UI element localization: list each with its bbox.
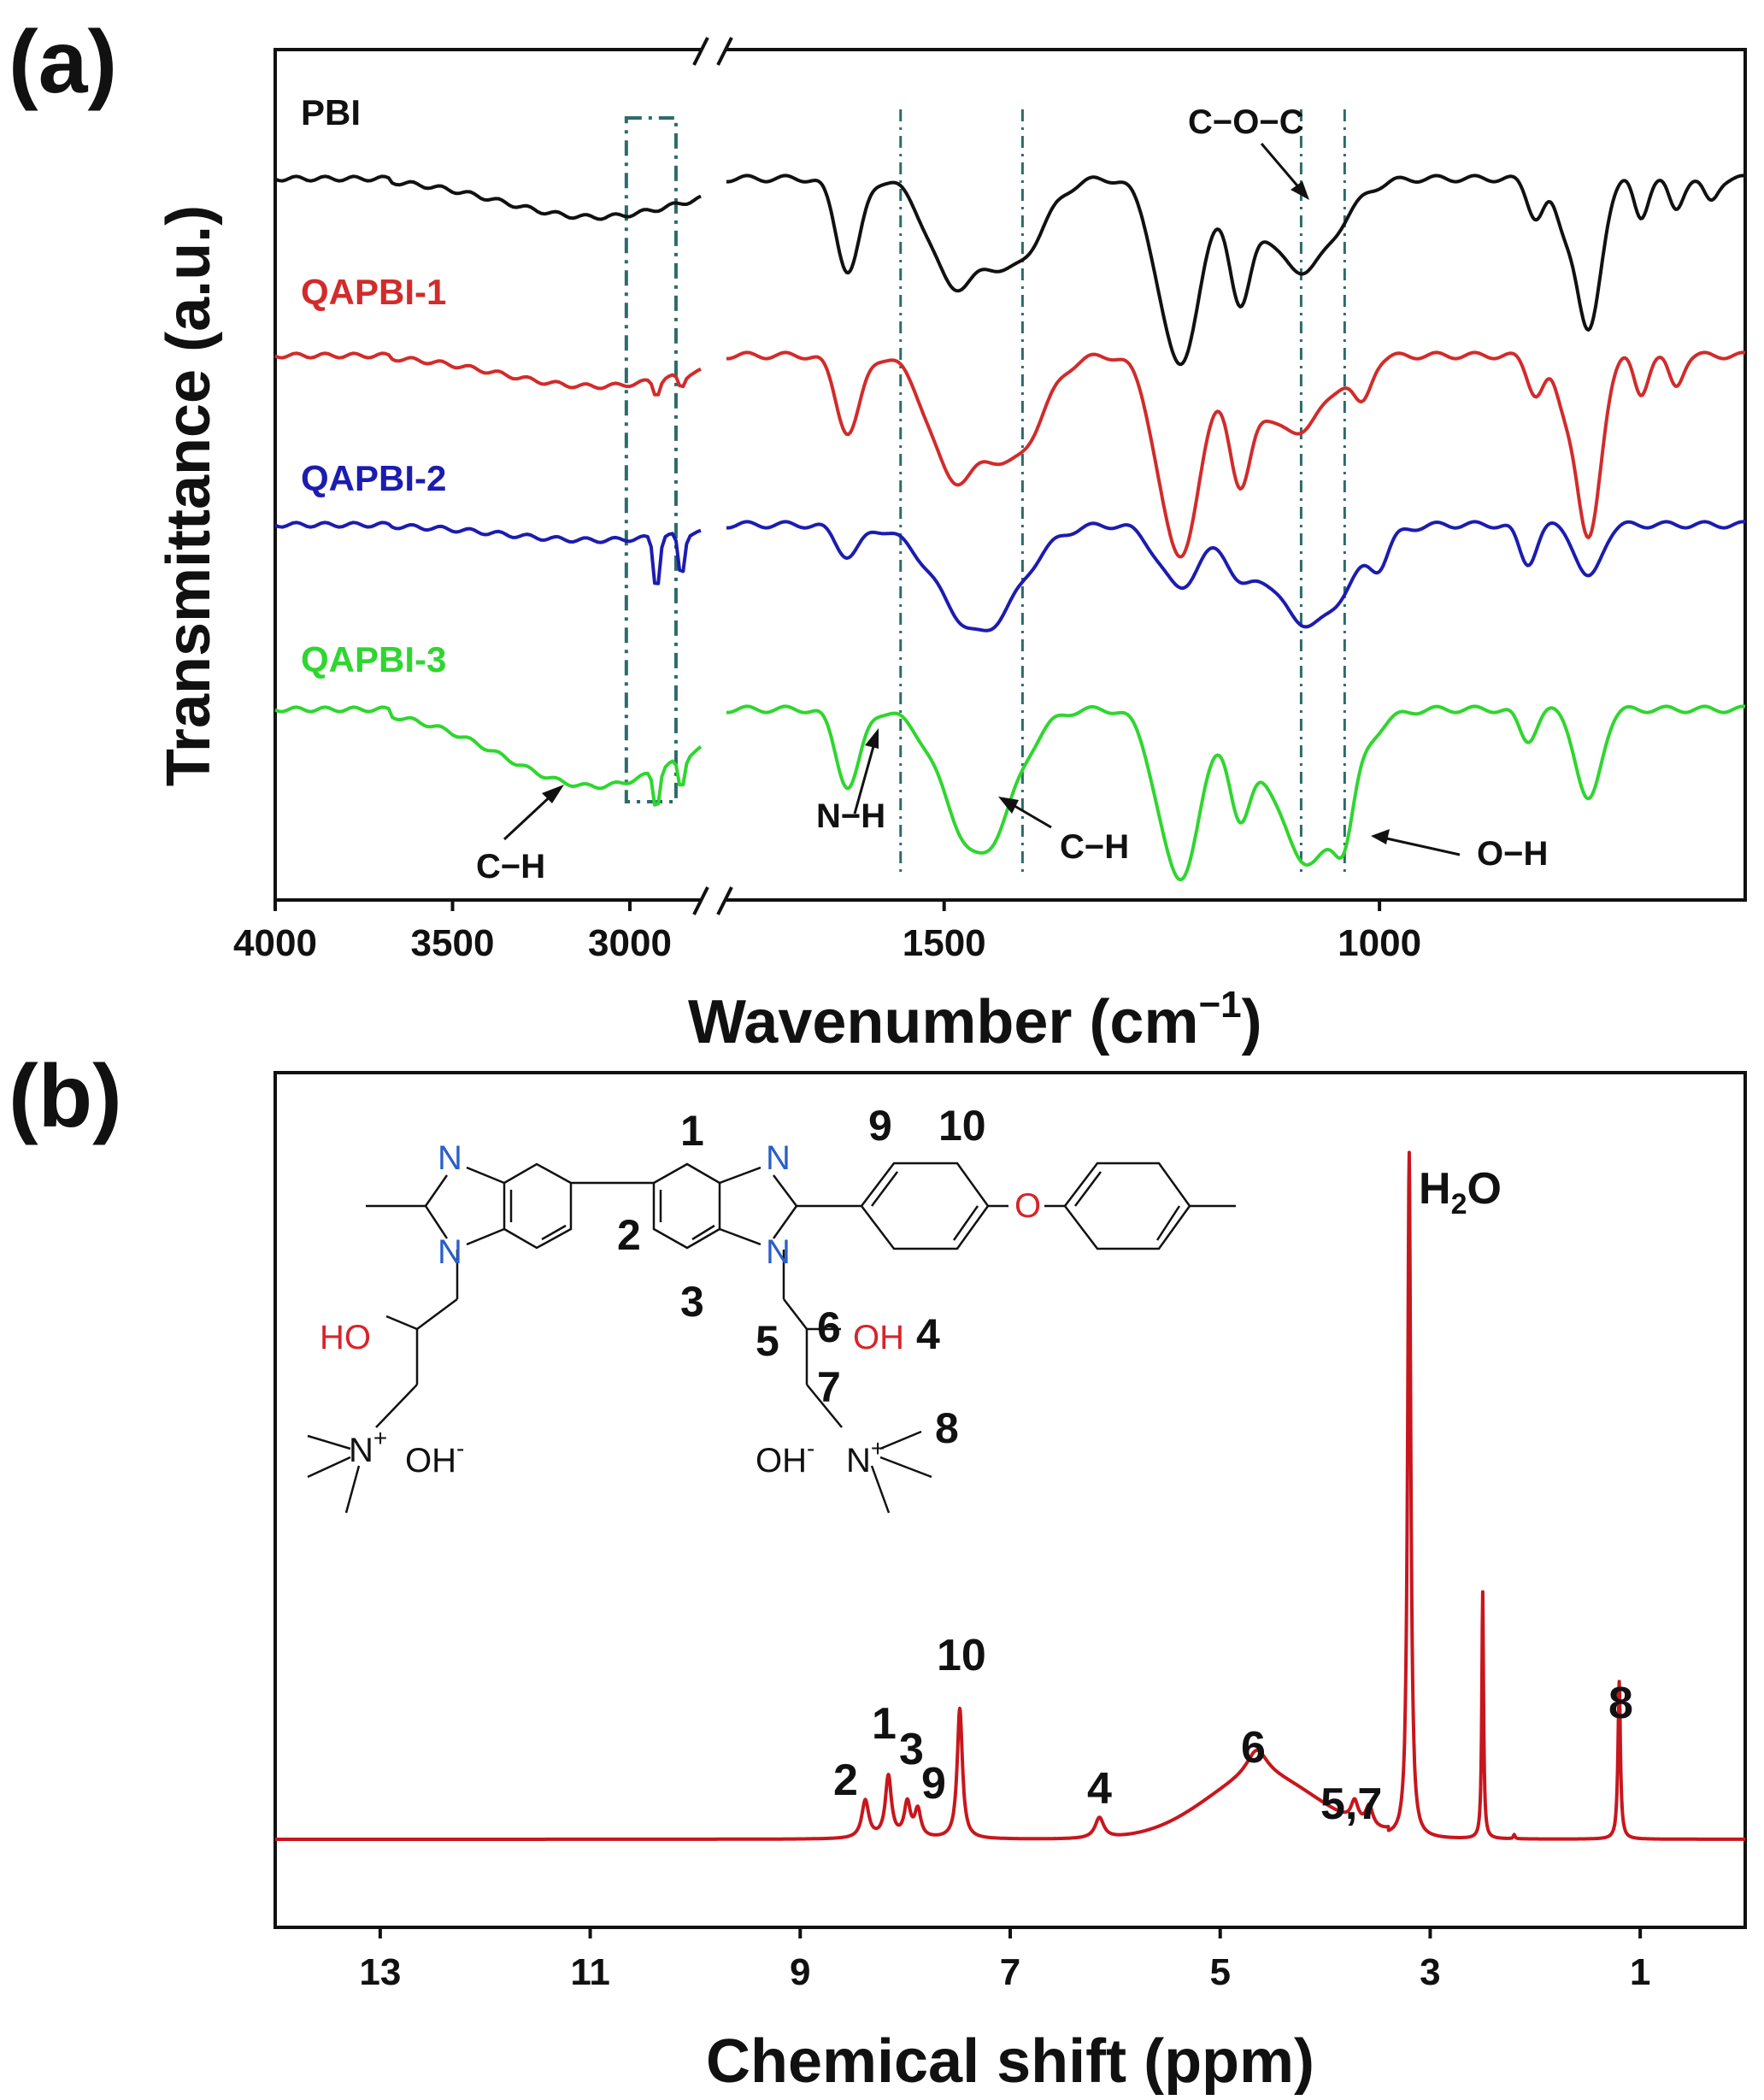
proton-label-10: 10 [938, 1102, 986, 1150]
atom-n-plus-right: N+ [846, 1435, 885, 1479]
nmr-tick-label: 3 [1420, 1951, 1440, 1993]
nmr-chart: 13 11 9 7 5 3 1 2 1 3 9 10 4 6 5,7 8 H2O Chemi… [273, 1071, 1747, 2096]
ftir-frame [273, 48, 1747, 902]
proton-label-7: 7 [817, 1363, 841, 1411]
series-label-qapbi-1: QAPBI-1 [301, 272, 446, 312]
ftir-tick-label: 3500 [411, 922, 495, 964]
panel-label-a: (a) [9, 13, 117, 112]
chemical-structure [307, 1162, 1236, 1514]
proton-label-5: 5 [756, 1317, 779, 1365]
annotation-coc: C−O−C [1188, 103, 1304, 141]
proton-label-4: 4 [916, 1310, 940, 1358]
ftir-tick-label: 1000 [1338, 922, 1421, 964]
ftir-trace-left [274, 705, 703, 807]
ftir-axis-break-top [692, 37, 733, 66]
nmr-spectrum-trace [273, 1150, 1747, 1841]
ftir-break-mask-bottom [701, 884, 726, 918]
ftir-trace-left [274, 174, 702, 221]
nmr-tick-label: 7 [1000, 1951, 1020, 1993]
ftir-guide-lines [899, 109, 1346, 872]
peak-label-4: 4 [1087, 1764, 1112, 1814]
ftir-break-mask-top [701, 34, 726, 68]
panel-label-b: (b) [9, 1047, 122, 1146]
atom-n-2: N [438, 1233, 462, 1271]
ftir-x-axis-title: Wavenumber (cm−1) [688, 984, 1262, 1056]
atom-ho-left: HO [320, 1319, 371, 1356]
peak-label-1: 1 [872, 1699, 897, 1749]
nmr-tick-label: 11 [570, 1951, 610, 1993]
ftir-trace-right [726, 350, 1746, 559]
atom-n-1: N [438, 1139, 462, 1177]
proton-label-8: 8 [935, 1404, 959, 1452]
annotation-ch-aromatic: C−H [1060, 828, 1129, 866]
peak-label-3: 3 [899, 1725, 924, 1774]
series-label-pbi: PBI [301, 92, 361, 132]
peak-label-6: 6 [1241, 1723, 1266, 1773]
nmr-tick-label: 5 [1209, 1951, 1230, 1993]
ftir-trace-left [274, 521, 702, 585]
atom-n-plus-left: N+ [349, 1425, 387, 1469]
ch-stretch-box [624, 116, 678, 803]
peak-label-10: 10 [937, 1631, 986, 1680]
peak-label-5-7: 5,7 [1320, 1779, 1382, 1829]
series-label-qapbi-2: QAPBI-2 [301, 458, 446, 498]
peak-label-h2o: H2O [1419, 1164, 1502, 1221]
proton-label-2: 2 [617, 1211, 641, 1259]
atom-oh-minus-right: OH- [756, 1435, 814, 1479]
proton-label-9: 9 [868, 1102, 892, 1150]
atom-n-3: N [766, 1139, 791, 1177]
ftir-tick-label: 4000 [233, 922, 317, 964]
ftir-traces [274, 174, 1746, 882]
nmr-x-axis-title: Chemical shift (ppm) [706, 2027, 1314, 2096]
atom-oh-minus-left: OH- [405, 1435, 464, 1479]
nmr-tick-label: 1 [1630, 1951, 1650, 1993]
ftir-chart: 4000 3500 3000 1500 1000 PBI QAPBI-1 QAPBI-2… [155, 34, 1747, 1056]
atom-o-ether: O [1014, 1187, 1041, 1225]
annotation-oh: O−H [1477, 835, 1548, 873]
ftir-axis-break-bottom [692, 886, 733, 915]
peak-label-9: 9 [921, 1759, 946, 1809]
peak-label-8: 8 [1608, 1679, 1633, 1728]
nmr-tick-label: 13 [359, 1951, 401, 1993]
annotation-arrows [503, 143, 1461, 856]
series-label-qapbi-3: QAPBI-3 [301, 639, 446, 679]
annotation-arrowheads [542, 181, 1390, 844]
proton-label-1: 1 [680, 1107, 704, 1155]
proton-label-6: 6 [817, 1303, 841, 1351]
nmr-tick-label: 9 [790, 1951, 810, 1993]
ftir-tick-label: 3000 [588, 922, 672, 964]
chemical-structure-atoms: N N N N O HO OH N+ OH- OH- N+ 1 2 3 4 5 … [320, 1102, 1041, 1479]
proton-label-3: 3 [680, 1278, 704, 1326]
ftir-trace-left [274, 351, 702, 397]
ftir-x-ticks: 4000 3500 3000 1500 1000 [233, 900, 1421, 964]
ftir-trace-right [726, 174, 1746, 367]
nmr-x-ticks: 13 11 9 7 5 3 1 [359, 1927, 1650, 1993]
ftir-tick-label: 1500 [903, 922, 986, 964]
ftir-trace-right [726, 520, 1746, 632]
annotation-ch-aliphatic: C−H [476, 848, 545, 885]
peak-label-2: 2 [833, 1756, 858, 1805]
atom-n-4: N [766, 1233, 791, 1271]
annotation-nh: N−H [816, 797, 885, 835]
ftir-y-axis-title: Transmittance (a.u.) [155, 205, 223, 786]
ftir-trace-right [726, 704, 1746, 882]
atom-oh-right: OH [853, 1319, 904, 1356]
nmr-frame [273, 1071, 1747, 1929]
